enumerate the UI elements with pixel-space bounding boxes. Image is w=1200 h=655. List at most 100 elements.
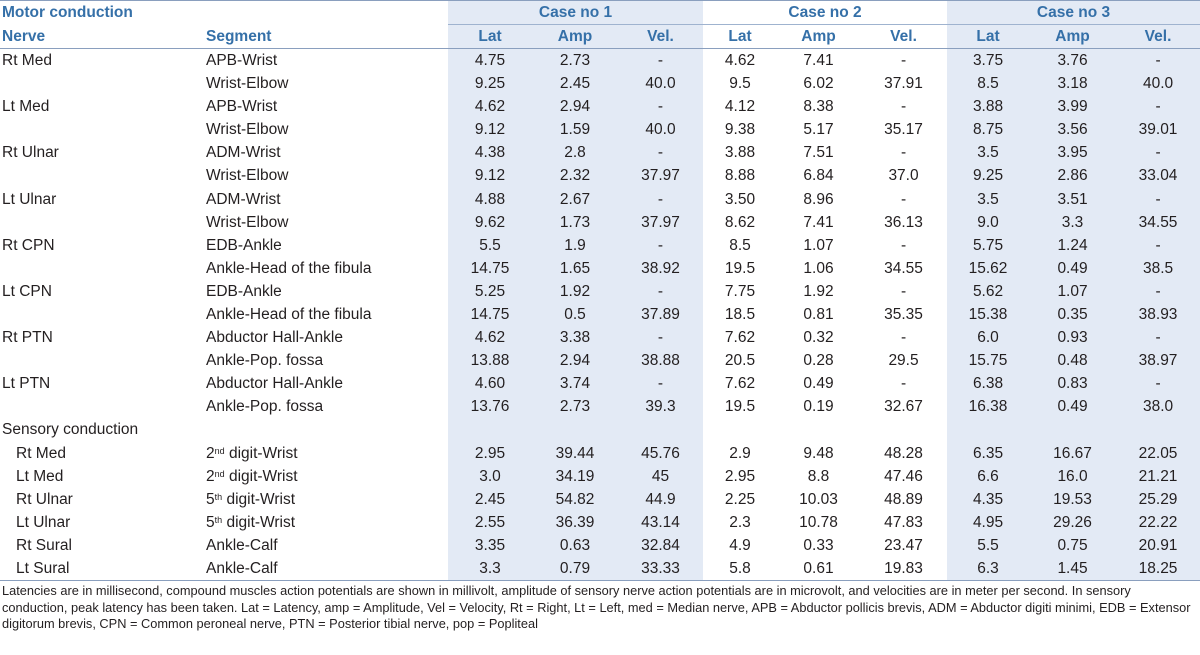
nerve-cell: Rt Ulnar	[16, 490, 73, 508]
case-1-amp-cell: 0.5	[532, 303, 618, 327]
case-3-vel-cell: -	[1116, 372, 1200, 396]
case-3-lat-cell: 4.95	[947, 511, 1030, 535]
case-2-lat-cell: 4.12	[724, 98, 756, 116]
case-1-lat-cell: 2.55	[448, 511, 532, 535]
nerve-cell: Rt Med	[16, 444, 66, 462]
segment-ordinal-suffix: nd	[214, 468, 225, 479]
case-1-lat-cell: 5.5	[448, 233, 532, 258]
case-2-lat-cell: 4.62	[724, 51, 756, 69]
segment-rest: digit-Wrist	[222, 490, 296, 508]
case-2-lat-cell: 19.5	[724, 259, 756, 277]
case-2-lat-cell: 3.50	[724, 190, 756, 208]
case-1-lat-cell: 4.38	[448, 141, 532, 165]
case-3-amp-cell: 3.18	[1029, 72, 1117, 96]
case-2-amp-cell: 1.92	[803, 282, 834, 300]
case-3-amp-cell: 16.67	[1029, 441, 1117, 465]
case-2-amp-cell: 1.06	[803, 259, 834, 277]
case-3-amp-cell: 3.95	[1029, 141, 1117, 165]
nerve-cell	[0, 257, 200, 280]
case-3-vel-cell: 38.0	[1116, 395, 1200, 419]
case-1-vel-cell: 39.3	[618, 395, 704, 419]
case-2-amp-cell: 0.33	[803, 536, 834, 554]
case-1-lat-cell: 9.25	[448, 72, 532, 96]
table-row: Lt Ulnar 5th digit-Wrist 2.55 36.39 43.14 2.3…	[0, 511, 1200, 535]
case-1-lat-cell: 5.25	[448, 280, 532, 304]
case-3-amp-cell: 1.24	[1029, 233, 1117, 258]
table-row: Ankle-Pop. fossa 13.76 2.73 39.3 19.5 0.19 32.…	[0, 395, 1200, 419]
case-1-lat-cell: 4.88	[448, 187, 532, 211]
case-2-amp-cell: 5.17	[803, 121, 834, 139]
nerve-cell: Lt PTN	[2, 375, 51, 393]
case-1-vel-cell: 37.97	[618, 164, 704, 188]
nerve-cell: Rt Ulnar	[2, 144, 59, 162]
segment-ordinal-suffix: th	[214, 491, 223, 502]
case-2-lat-cell: 5.8	[703, 557, 778, 582]
case-2-amp-cell: 8.96	[803, 190, 834, 208]
case-2-vel-cell: 37.91	[884, 75, 923, 93]
segment-ordinal-suffix: th	[214, 514, 223, 525]
nerve-cell	[0, 396, 200, 419]
case-1-lat-cell: 14.75	[448, 257, 532, 281]
case-3-amp-cell: 1.45	[1029, 557, 1117, 582]
case-1-amp-cell: 2.8	[532, 141, 618, 165]
case-3-amp-cell: 3.76	[1029, 48, 1117, 73]
table-row: Rt Med 2nd digit-Wrist 2.95 39.44 45.76 2.9 9.…	[0, 441, 1200, 465]
table-row: Rt Med APB-Wrist 4.75 2.73-4.62 7.41-3.75 3.7…	[0, 48, 1200, 73]
sensory-section-row: Sensory conduction	[0, 418, 1200, 442]
case-2-lat-cell: 2.95	[724, 467, 756, 485]
case-1-vel-cell: 44.9	[618, 487, 704, 512]
case-3-lat-cell: 15.75	[947, 349, 1030, 373]
case-3-vel-cell: -	[1116, 48, 1200, 73]
case-1-amp-cell: 2.94	[532, 95, 618, 119]
case-1-amp-cell: 2.73	[532, 395, 618, 419]
case-2-vel-cell: 37.0	[888, 167, 919, 185]
header-row-columns: Nerve Segment Lat Amp Vel. Lat Amp Vel. …	[0, 24, 1200, 50]
table-footnote: Latencies are in millisecond, compound m…	[2, 583, 1191, 631]
segment-cell: EDB-Ankle	[206, 282, 282, 300]
case-1-amp-cell: 2.67	[532, 187, 618, 211]
case-1-vel-cell: 45.76	[618, 441, 704, 465]
table-row: Lt CPN EDB-Ankle 5.25 1.92-7.75 1.92-5.62 1.0…	[0, 280, 1200, 304]
case-3-lat-cell: 15.38	[947, 303, 1030, 327]
case-2-vel-cell: -	[900, 144, 907, 162]
case-2-lat-cell: 7.75	[724, 282, 756, 300]
case-1-vel-cell: 37.97	[618, 210, 704, 234]
segment-digit: Ankle-Calf	[206, 536, 278, 554]
case-3-lat-cell: 3.88	[947, 95, 1030, 119]
case-1-amp-cell: 36.39	[532, 511, 618, 535]
case-1-vel-cell: -	[618, 326, 704, 350]
case-2-lat-cell: 9.38	[724, 121, 756, 139]
case-3-lat-cell: 5.5	[947, 534, 1030, 558]
case-2-vel-cell: -	[900, 98, 907, 116]
case-1-header: Case no 1	[448, 0, 704, 26]
case-2-vel-cell: -	[900, 236, 907, 254]
case-3-lat-cell: 4.35	[947, 487, 1030, 512]
case-3-header: Case no 3	[947, 0, 1200, 26]
case-1-vel-cell: 32.84	[618, 534, 704, 558]
case-1-vel-cell: -	[618, 372, 704, 396]
case-1-vel-cell: -	[618, 187, 704, 211]
col-amp-header: Amp	[777, 24, 861, 50]
case-1-amp-cell: 3.38	[532, 326, 618, 350]
case-2-amp-cell: 0.49	[803, 375, 834, 393]
segment-cell: Ankle-Calf	[200, 534, 448, 557]
segment-cell: EDB-Ankle	[206, 236, 282, 254]
case-1-amp-cell: 1.92	[532, 280, 618, 304]
case-3-vel-cell: 21.21	[1116, 464, 1200, 488]
case-3-amp-cell: 3.3	[1029, 210, 1117, 234]
case-3-vel-cell: 18.25	[1116, 557, 1200, 582]
case-1-amp-cell: 2.32	[532, 164, 618, 188]
case-1-lat-cell: 9.12	[448, 164, 532, 188]
case-3-vel-cell: -	[1116, 326, 1200, 350]
case-2-amp-cell: 0.81	[803, 306, 834, 324]
motor-section-title: Motor conduction	[0, 0, 200, 25]
segment-cell: Abductor Hall-Ankle	[206, 375, 343, 393]
col-segment-header: Segment	[200, 24, 448, 50]
segment-cell: Wrist-Elbow	[206, 213, 289, 231]
nerve-cell: Lt Ulnar	[16, 513, 71, 531]
case-2-amp-cell: 1.07	[803, 236, 834, 254]
segment-cell: Wrist-Elbow	[206, 75, 289, 93]
segment-ordinal-suffix: nd	[214, 445, 225, 456]
case-1-amp-cell: 54.82	[532, 487, 618, 512]
